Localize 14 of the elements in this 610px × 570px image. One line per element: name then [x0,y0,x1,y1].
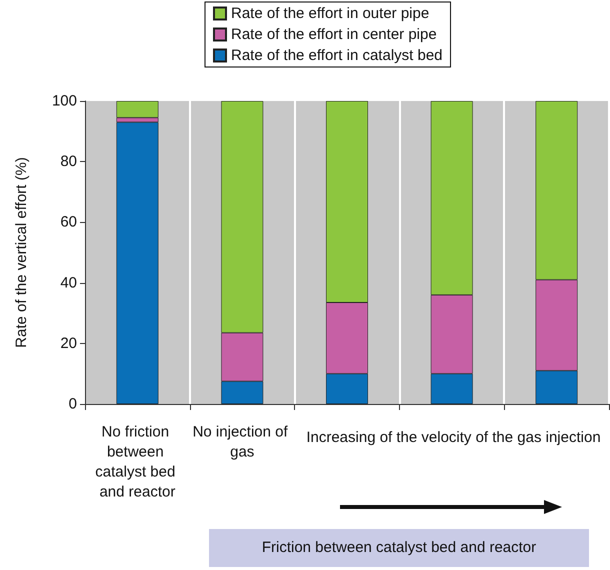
legend-label: Rate of the effort in catalyst bed [231,47,443,64]
y-axis-title: Rate of the vertical effort (%) [13,157,30,348]
y-tick-label: 20 [60,334,77,352]
legend-label: Rate of the effort in outer pipe [231,5,430,22]
y-tick-label: 60 [60,214,77,231]
text: Friction between catalyst bed and reactor [209,529,589,567]
y-tick-label: 0 [68,396,77,412]
y-tick-label: 100 [52,92,77,110]
x-tick-label: No friction between catalyst bed and reactor [95,424,180,500]
legend-label: Rate of the effort in center pipe [231,26,437,43]
y-tick-label: 80 [60,153,77,170]
x-tick-label: No injection of gas [192,424,292,460]
text: Increasing of the velocity of the gas injection [305,428,602,448]
y-tick-label: 40 [60,274,77,292]
